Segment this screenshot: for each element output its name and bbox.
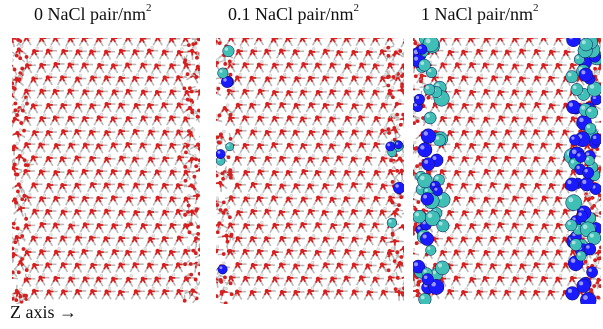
ice-lattice-1 [216,38,404,304]
z-axis-label: Z axis → [10,302,77,322]
panel-2-title: 1 NaCl pair/nm2 [421,2,539,24]
ice-snapshot-0 [12,38,200,304]
panel-1-title: 0.1 NaCl pair/nm2 [228,2,359,24]
ice-lattice-0 [12,38,200,304]
ice-snapshot-1 [216,38,404,304]
water-molecules [216,38,404,304]
ice-snapshot-2 [413,38,601,304]
nacl-ions [216,45,404,275]
water-molecules [12,38,200,304]
panel-0-title: 0 NaCl pair/nm2 [34,2,152,24]
ice-lattice-2 [413,38,601,304]
nacl-ions [413,38,601,304]
